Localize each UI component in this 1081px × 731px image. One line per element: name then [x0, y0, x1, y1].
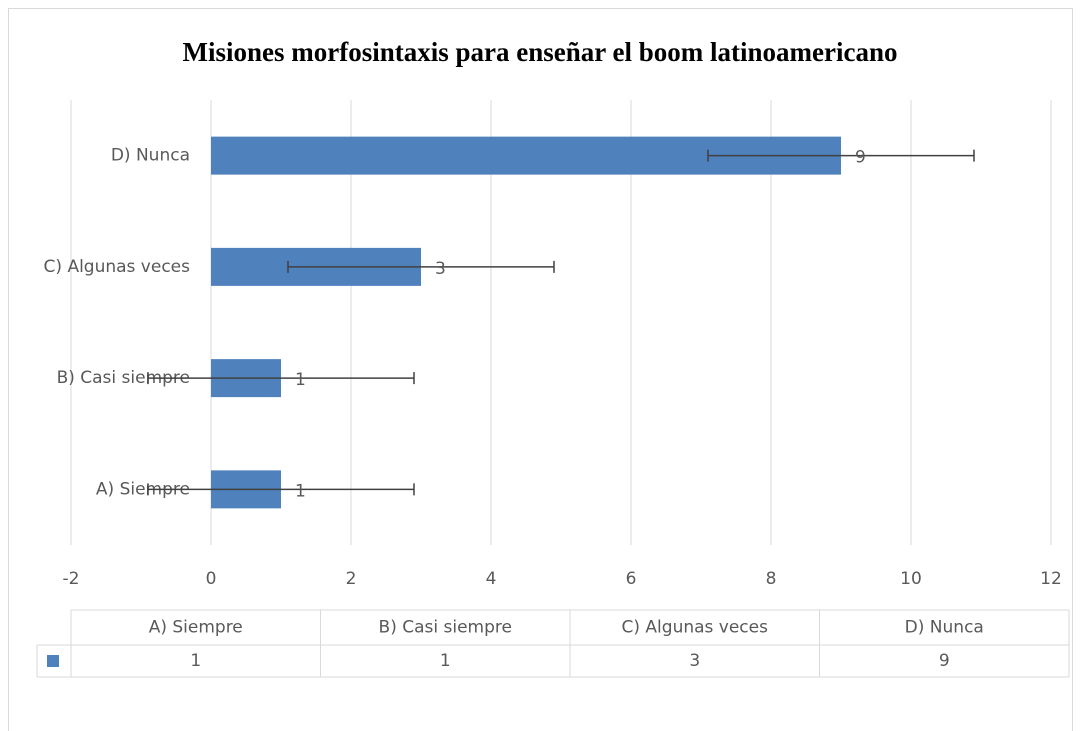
- data-label: 9: [855, 148, 866, 168]
- y-tick-label: C) Algunas veces: [44, 257, 191, 277]
- data-label: 1: [295, 481, 306, 501]
- x-tick-label: 12: [1040, 569, 1062, 589]
- y-tick-label: B) Casi siempre: [57, 368, 190, 388]
- table-value: 9: [939, 651, 950, 671]
- legend-key: [47, 655, 59, 667]
- x-tick-label: 10: [900, 569, 922, 589]
- data-label: 3: [435, 259, 446, 279]
- x-tick-label: -2: [63, 569, 80, 589]
- data-label: 1: [295, 370, 306, 390]
- x-tick-label: 6: [626, 569, 637, 589]
- y-tick-label: A) Siempre: [96, 479, 190, 499]
- x-tick-label: 0: [206, 569, 217, 589]
- chart-border: [8, 8, 1073, 731]
- table-header: A) Siempre: [149, 618, 243, 638]
- x-tick-label: 8: [766, 569, 777, 589]
- x-tick-label: 4: [486, 569, 497, 589]
- table-value: 3: [689, 651, 700, 671]
- error-bar: [287, 260, 555, 273]
- error-bar: [707, 149, 975, 162]
- table-header: D) Nunca: [905, 618, 984, 638]
- table-value: 1: [190, 651, 201, 671]
- y-tick-label: D) Nunca: [111, 146, 190, 166]
- table-value: 1: [440, 651, 451, 671]
- error-bar: [147, 483, 415, 496]
- table-header: B) Casi siempre: [379, 618, 512, 638]
- chart-title: Misiones morfosintaxis para enseñar el b…: [183, 37, 898, 67]
- x-tick-label: 2: [346, 569, 357, 589]
- error-bar: [147, 372, 415, 385]
- table-header: C) Algunas veces: [622, 618, 769, 638]
